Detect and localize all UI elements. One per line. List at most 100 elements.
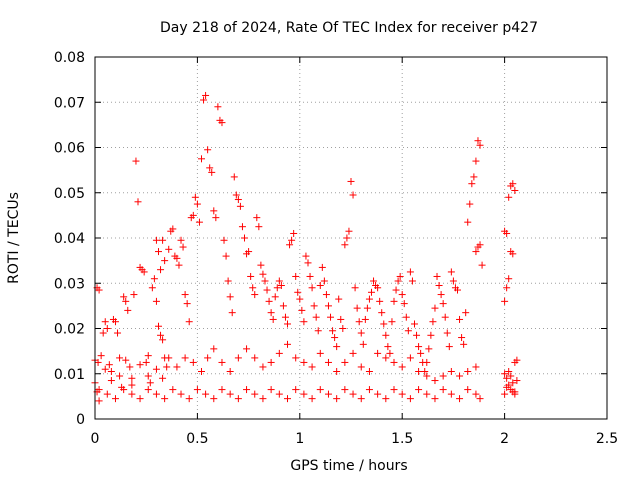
data-point (417, 349, 425, 357)
data-point (308, 284, 316, 292)
data-point (423, 372, 431, 380)
data-point (292, 354, 300, 362)
data-point (413, 331, 421, 339)
data-point (390, 297, 398, 305)
data-point (470, 173, 478, 181)
data-point (222, 252, 230, 260)
data-point (116, 354, 124, 362)
data-point (107, 367, 115, 375)
data-point (511, 186, 519, 194)
data-point (374, 390, 382, 398)
data-point (95, 397, 103, 405)
data-point (183, 300, 191, 308)
data-point (353, 304, 361, 312)
y-tick-label: 0.08 (54, 50, 85, 66)
data-point (425, 345, 433, 353)
data-point (357, 363, 365, 371)
data-point (306, 272, 314, 280)
data-point (349, 191, 357, 199)
y-tick-label: 0.04 (54, 231, 85, 247)
y-tick-label: 0.06 (54, 141, 85, 157)
data-point (357, 395, 365, 403)
data-point (181, 354, 189, 362)
data-point (284, 340, 292, 348)
data-point (310, 302, 318, 310)
data-point (503, 229, 511, 237)
data-point (501, 297, 509, 305)
data-point (474, 137, 482, 145)
data-point (406, 268, 414, 276)
data-point (122, 356, 130, 364)
x-tick-label: 1 (295, 431, 304, 447)
data-point (367, 288, 375, 296)
data-point (251, 291, 259, 299)
data-point (267, 386, 275, 394)
y-tick-label: 0.05 (54, 186, 85, 202)
data-point (136, 361, 144, 369)
data-point (468, 180, 476, 188)
data-point (103, 325, 111, 332)
y-tick-label: 0.07 (54, 95, 85, 111)
y-tick-label: 0.02 (54, 322, 85, 338)
data-point (230, 173, 238, 181)
chart-title: Day 218 of 2024, Rate Of TEC Index for r… (160, 20, 538, 36)
data-point (210, 207, 218, 215)
data-point (503, 383, 511, 391)
data-point (314, 327, 322, 335)
data-point (175, 261, 183, 269)
data-point (376, 297, 384, 305)
data-point (234, 354, 242, 362)
data-point (255, 223, 263, 231)
data-point (111, 395, 119, 403)
data-point (300, 318, 308, 326)
data-point (505, 275, 513, 283)
data-point (433, 272, 441, 280)
data-point (501, 390, 509, 398)
data-point (193, 200, 201, 208)
data-point (136, 395, 144, 403)
x-tick-label: 1.5 (391, 431, 413, 447)
data-point (152, 236, 160, 244)
data-point (343, 234, 351, 242)
data-point (382, 331, 390, 339)
data-point (460, 340, 468, 348)
data-point (159, 336, 167, 344)
data-point (415, 343, 423, 351)
data-point (212, 214, 220, 222)
data-point (122, 297, 130, 305)
data-point (456, 315, 464, 323)
data-point (398, 291, 406, 299)
data-point (263, 286, 271, 294)
data-point (200, 96, 208, 104)
data-point (134, 198, 142, 206)
data-point (404, 327, 412, 335)
data-point (206, 164, 214, 172)
data-point (95, 386, 103, 394)
data-point (128, 390, 136, 398)
y-axis-ticks: 0 0.01 0.02 0.03 0.04 0.05 0.06 0.07 0.08 (54, 50, 607, 428)
data-point (386, 349, 394, 357)
data-point (462, 309, 470, 317)
data-point (99, 329, 107, 337)
data-point (251, 354, 259, 362)
data-point (214, 103, 222, 111)
data-point (327, 313, 335, 321)
data-point (189, 358, 197, 366)
data-point (300, 358, 308, 366)
data-point (349, 390, 357, 398)
data-point (439, 372, 447, 380)
x-tick-label: 0 (91, 431, 100, 447)
data-point (157, 266, 165, 274)
data-point (232, 191, 240, 199)
data-point (228, 309, 236, 317)
data-point (245, 248, 253, 256)
data-point (380, 320, 388, 328)
data-point (316, 282, 324, 290)
data-point (169, 225, 177, 233)
data-point (359, 340, 367, 348)
data-point (456, 372, 464, 380)
data-point (185, 318, 193, 326)
data-point (181, 291, 189, 299)
data-point (400, 300, 408, 308)
